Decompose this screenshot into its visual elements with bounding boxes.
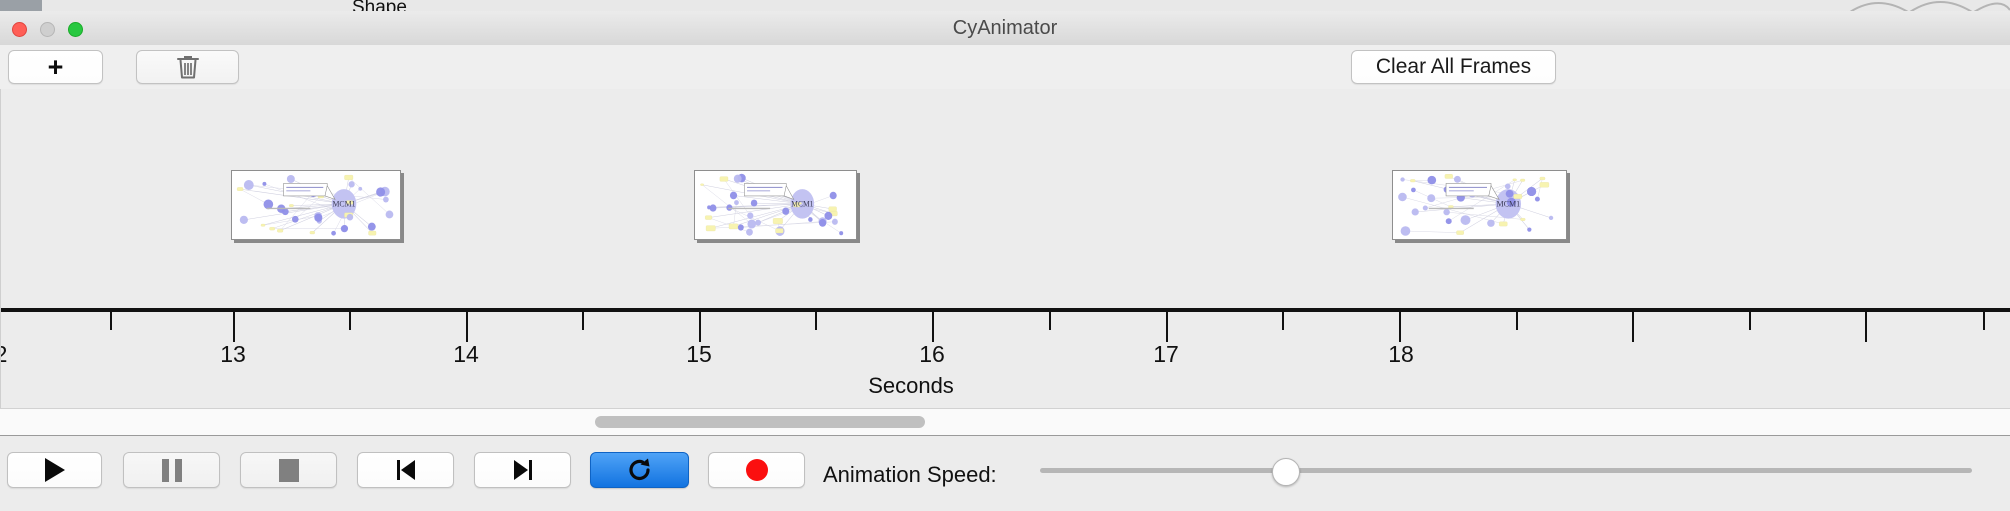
plus-icon: + [48,54,64,81]
animation-speed-slider-track[interactable] [1040,468,1972,473]
tick-label: 17 [1153,341,1179,368]
delete-frame-button[interactable] [136,50,239,84]
loop-icon [626,456,654,484]
tick-minor [349,312,351,330]
tick-major [466,312,468,342]
scrollbar-thumb[interactable] [595,416,925,428]
svg-text:MCM1: MCM1 [1496,200,1520,209]
tick-minor [1516,312,1518,330]
tick-minor [582,312,584,330]
tick-major [1166,312,1168,342]
tick-major [1399,312,1401,342]
tick-major [1865,312,1867,342]
skip-back-icon [393,457,419,483]
keyframe-thumbnail[interactable]: MCM1 [694,170,857,240]
play-button[interactable] [7,452,102,488]
animation-speed-label: Animation Speed: [823,462,997,488]
tick-label: 16 [919,341,945,368]
axis-title-label: Seconds [868,373,954,398]
tick-label: 15 [686,341,712,368]
tick-minor [110,312,112,330]
tick-major [233,312,235,342]
stop-icon [279,459,299,482]
svg-text:MCM1: MCM1 [791,200,813,209]
tick-major [1632,312,1634,342]
stop-button [240,452,337,488]
tick-label: 14 [453,341,479,368]
keyframe-thumbnail[interactable]: MCM1 [231,170,401,240]
tick-minor [1749,312,1751,330]
tick-minor [815,312,817,330]
clear-all-frames-button[interactable]: Clear All Frames [1351,50,1556,84]
add-frame-button[interactable]: + [8,50,103,84]
tick-label: 2 [0,341,7,368]
toolbar: + Clear All Frames [0,45,2010,90]
loop-button[interactable] [590,452,689,488]
tick-label: 13 [220,341,246,368]
timeline-axis [1,308,2010,312]
skip-to-start-button[interactable] [357,452,454,488]
tick-minor [1049,312,1051,330]
timeline-panel[interactable]: 2 13 14 15 16 17 18 Seconds MCM1 MCM1 [0,89,2010,408]
keyframe-thumbnail[interactable]: MCM1 [1392,170,1567,240]
animation-speed-slider-knob[interactable] [1272,458,1300,486]
horizontal-scrollbar[interactable] [0,408,2010,436]
svg-text:MCM1: MCM1 [332,200,355,209]
record-icon [746,459,768,481]
tick-minor [1282,312,1284,330]
record-button[interactable] [708,452,805,488]
pause-button [123,452,220,488]
pause-icon [162,459,182,482]
tick-label: 18 [1388,341,1414,368]
transport-bar: Animation Speed: [0,435,2010,511]
title-bar: CyAnimator [0,11,2010,46]
play-icon [45,458,65,482]
clear-all-frames-label: Clear All Frames [1376,55,1531,79]
trash-icon [176,54,200,80]
axis-title: Seconds [1,373,2010,399]
skip-forward-icon [510,457,536,483]
skip-to-end-button[interactable] [474,452,571,488]
tick-minor [1983,312,1985,330]
tick-major [699,312,701,342]
window-title: CyAnimator [0,11,2010,45]
tick-major [932,312,934,342]
